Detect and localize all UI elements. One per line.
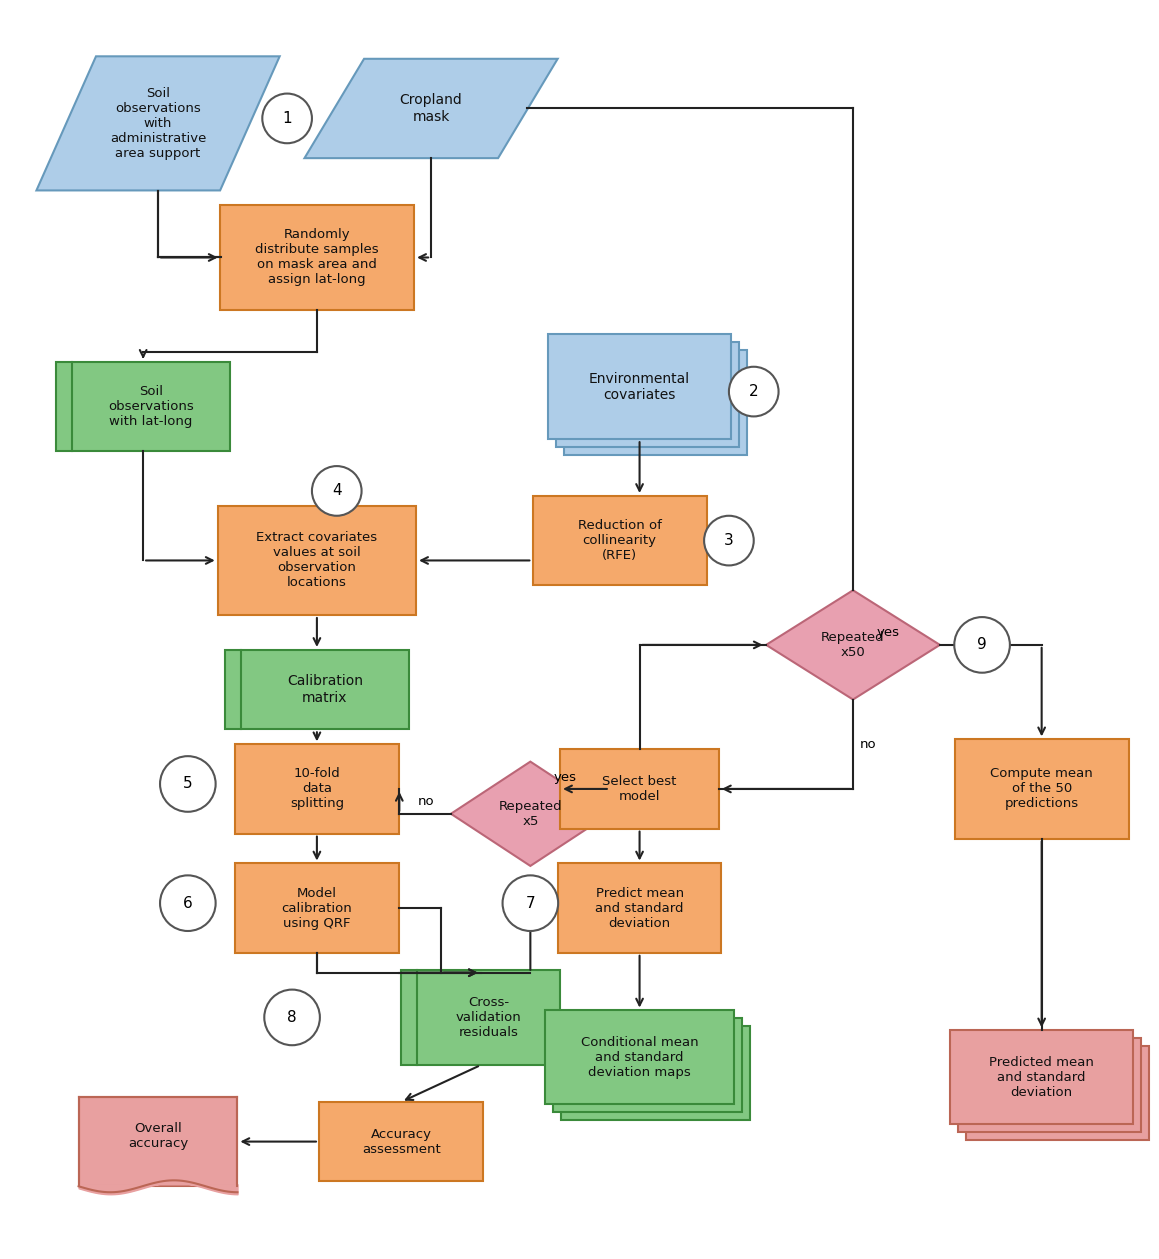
Text: Predicted mean
and standard
deviation: Predicted mean and standard deviation [990, 1055, 1094, 1099]
Text: 5: 5 [183, 777, 192, 792]
Text: Select best
model: Select best model [603, 776, 677, 803]
Circle shape [262, 93, 312, 144]
Text: 7: 7 [525, 895, 535, 910]
Text: Calibration
matrix: Calibration matrix [286, 675, 363, 705]
Bar [235, 864, 399, 953]
Bar [57, 361, 229, 451]
Bar [965, 1046, 1150, 1141]
Text: 4: 4 [331, 483, 342, 499]
Polygon shape [305, 59, 557, 159]
Bar [401, 971, 560, 1065]
Bar [560, 749, 719, 828]
Bar [957, 1037, 1142, 1132]
Text: 6: 6 [183, 895, 192, 910]
Text: Accuracy
assessment: Accuracy assessment [362, 1128, 440, 1156]
Text: Predict mean
and standard
deviation: Predict mean and standard deviation [596, 886, 684, 929]
Bar [225, 650, 409, 729]
Bar [320, 1102, 483, 1181]
Text: 2: 2 [749, 384, 758, 399]
Polygon shape [766, 590, 940, 700]
Text: Compute mean
of the 50
predictions: Compute mean of the 50 predictions [990, 768, 1093, 811]
Bar [557, 864, 721, 953]
Text: yes: yes [554, 771, 577, 783]
Text: Reduction of
collinearity
(RFE): Reduction of collinearity (RFE) [578, 519, 662, 562]
Text: Soil
observations
with lat-long: Soil observations with lat-long [108, 385, 194, 428]
Text: Repeated
x5: Repeated x5 [498, 799, 562, 827]
Text: Cropland
mask: Cropland mask [400, 93, 462, 123]
Bar [955, 739, 1129, 838]
Circle shape [705, 516, 753, 565]
Circle shape [954, 617, 1009, 672]
Text: 9: 9 [977, 637, 987, 652]
Text: no: no [417, 796, 435, 808]
Circle shape [312, 466, 362, 516]
Bar [235, 744, 399, 833]
Text: Extract covariates
values at soil
observation
locations: Extract covariates values at soil observ… [256, 531, 378, 589]
Circle shape [729, 366, 779, 417]
Bar [533, 496, 707, 585]
Text: Soil
observations
with
administrative
area support: Soil observations with administrative ar… [110, 87, 206, 160]
Text: 3: 3 [724, 533, 734, 548]
Text: Model
calibration
using QRF: Model calibration using QRF [282, 886, 352, 929]
Circle shape [503, 875, 559, 930]
Text: no: no [860, 738, 876, 750]
Bar [218, 506, 416, 616]
Text: Repeated
x50: Repeated x50 [822, 631, 884, 658]
Text: Conditional mean
and standard
deviation maps: Conditional mean and standard deviation … [581, 1036, 699, 1079]
Polygon shape [36, 57, 279, 190]
Bar [563, 350, 748, 454]
Text: Overall
accuracy: Overall accuracy [127, 1122, 188, 1149]
Circle shape [160, 875, 216, 930]
Bar [555, 342, 739, 447]
Bar [545, 1010, 734, 1104]
Text: yes: yes [876, 627, 899, 640]
Circle shape [264, 990, 320, 1045]
Text: 1: 1 [283, 111, 292, 126]
Bar [561, 1026, 750, 1121]
Bar [79, 1097, 238, 1186]
Text: Randomly
distribute samples
on mask area and
assign lat-long: Randomly distribute samples on mask area… [255, 228, 379, 287]
Text: 8: 8 [287, 1010, 297, 1025]
Text: Environmental
covariates: Environmental covariates [589, 371, 690, 402]
Polygon shape [451, 762, 610, 866]
Text: 10-fold
data
splitting: 10-fold data splitting [290, 768, 344, 811]
Text: Cross-
validation
residuals: Cross- validation residuals [455, 996, 522, 1039]
Bar [950, 1030, 1134, 1124]
Bar [220, 205, 414, 310]
Bar [548, 335, 731, 439]
Bar [553, 1019, 742, 1112]
Circle shape [160, 757, 216, 812]
